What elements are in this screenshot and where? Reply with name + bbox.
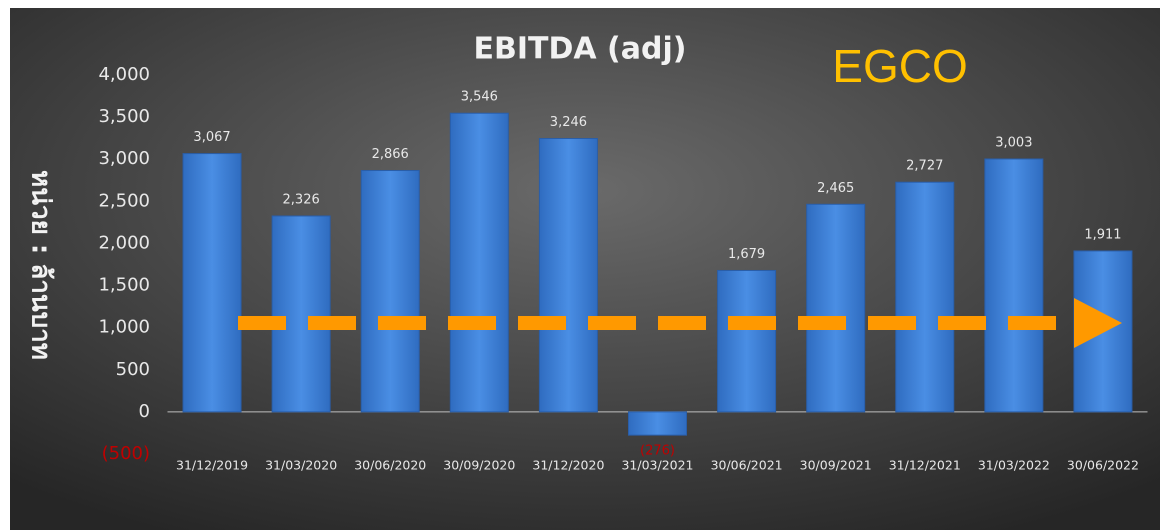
x-tick-label: 30/06/2022 xyxy=(1067,458,1139,473)
value-label: 3,003 xyxy=(995,135,1032,150)
y-axis-label: หน่วย : ล้านบาท xyxy=(26,170,56,360)
x-tick-label: 31/12/2021 xyxy=(889,458,961,473)
value-label: 2,727 xyxy=(906,159,943,174)
bar xyxy=(271,215,331,413)
y-tick-label: 3,500 xyxy=(98,106,150,127)
x-tick-label: 31/03/2020 xyxy=(265,458,337,473)
value-label: 3,546 xyxy=(461,90,498,105)
bar xyxy=(717,269,777,413)
y-tick-label: (500) xyxy=(102,443,150,464)
y-tick-label: 2,500 xyxy=(98,190,150,211)
bar xyxy=(538,138,598,413)
bar xyxy=(360,170,420,413)
y-tick-label: 3,000 xyxy=(98,148,150,169)
y-tick-label: 1,000 xyxy=(98,317,150,338)
x-tick-label: 31/12/2019 xyxy=(176,458,248,473)
bar xyxy=(449,112,509,413)
bar xyxy=(628,411,687,436)
value-label: 1,911 xyxy=(1084,227,1121,242)
x-tick-label: 30/09/2021 xyxy=(800,458,872,473)
x-tick-label: 31/12/2020 xyxy=(532,458,604,473)
chart-title: EBITDA (adj) xyxy=(474,32,687,67)
y-tick-label: 500 xyxy=(116,359,150,380)
y-tick-label: 1,500 xyxy=(98,275,150,296)
value-label: 3,246 xyxy=(550,115,587,130)
x-tick-label: 30/09/2020 xyxy=(443,458,515,473)
x-tick-label: 30/06/2021 xyxy=(711,458,783,473)
bar xyxy=(806,203,866,413)
x-tick-label: 31/03/2022 xyxy=(978,458,1050,473)
value-label: 2,326 xyxy=(283,192,320,207)
value-label: 2,465 xyxy=(817,181,854,196)
value-label: 3,067 xyxy=(193,130,230,145)
y-tick-label: 0 xyxy=(139,401,150,422)
bar xyxy=(182,153,242,413)
trend-arrowhead xyxy=(1074,298,1122,348)
value-label: 2,866 xyxy=(372,147,409,162)
y-tick-label: 2,000 xyxy=(98,232,150,253)
x-tick-label: 31/03/2021 xyxy=(621,458,693,473)
x-tick-label: 30/06/2020 xyxy=(354,458,426,473)
bar xyxy=(895,181,955,413)
value-label: (276) xyxy=(640,444,675,459)
value-label: 1,679 xyxy=(728,247,765,262)
annotation: EGCO xyxy=(832,40,967,92)
trend-arrow xyxy=(238,298,1122,348)
y-tick-label: 4,000 xyxy=(98,64,150,85)
bar xyxy=(984,158,1044,413)
